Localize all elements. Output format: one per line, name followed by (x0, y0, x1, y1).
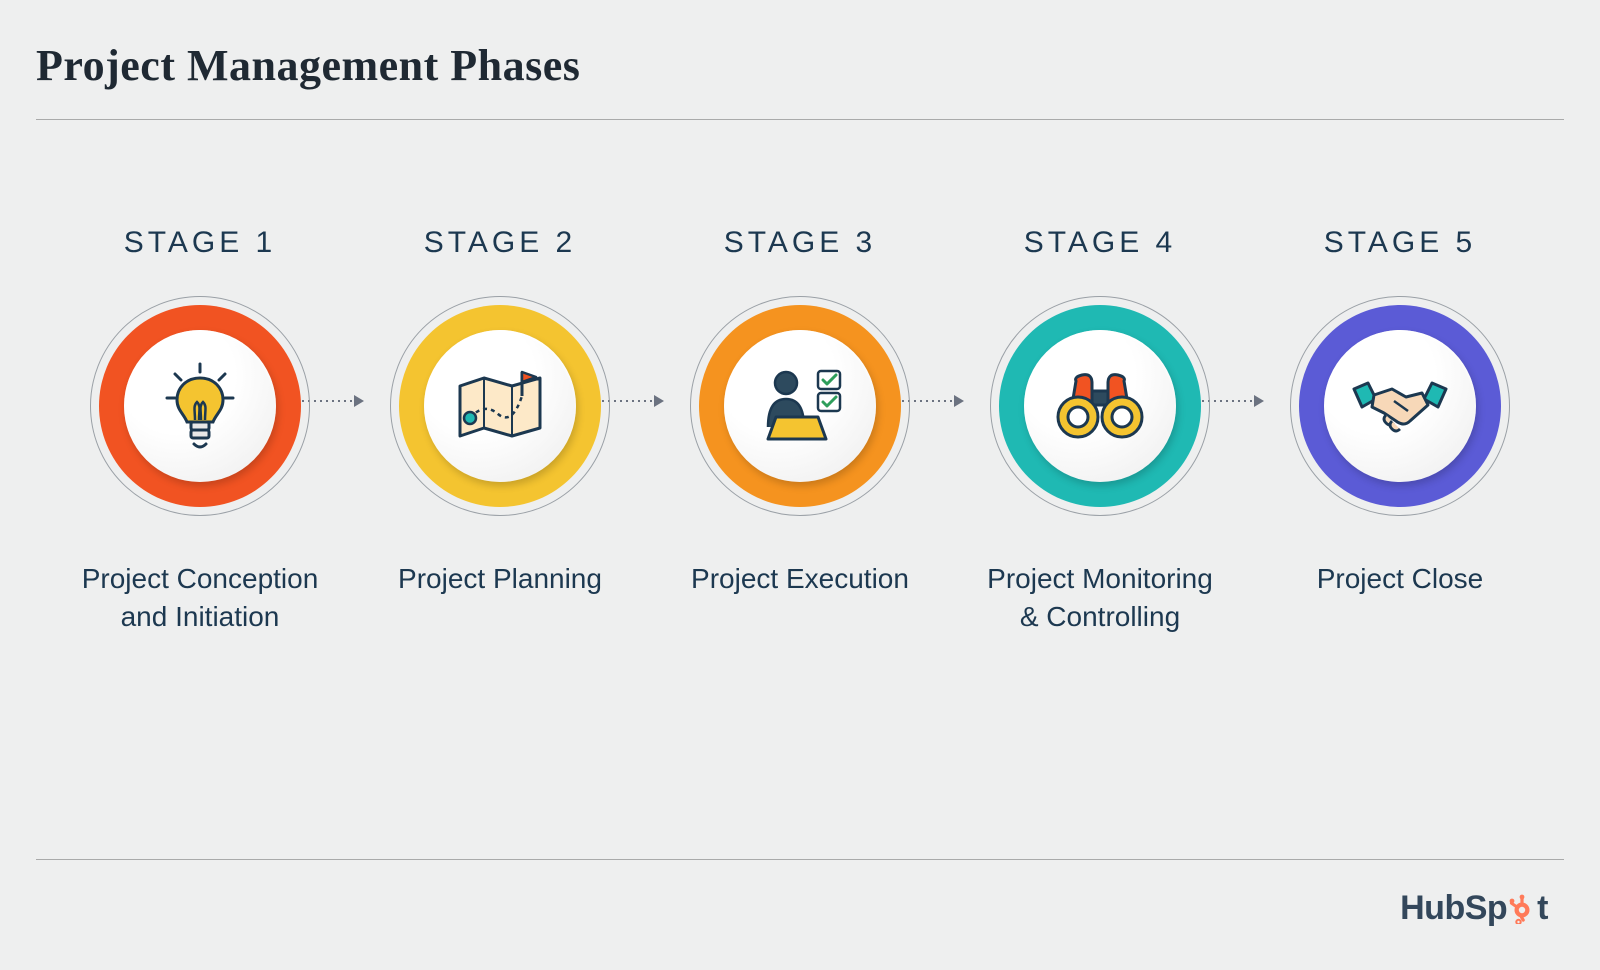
stage-5: STAGE 5 (1250, 226, 1550, 636)
stage-1: STAGE 1 (50, 226, 350, 636)
brand-text-before: HubSp (1400, 889, 1507, 928)
circle-ring (99, 305, 301, 507)
person-laptop-checklist-icon (750, 365, 850, 447)
handshake-icon (1350, 375, 1450, 437)
circle-outer (390, 296, 610, 516)
brand-logo: HubSp t (1400, 889, 1548, 928)
circle-ring (699, 305, 901, 507)
stage-label: STAGE 3 (724, 226, 876, 260)
stage-label: STAGE 2 (424, 226, 576, 260)
circle-ring (999, 305, 1201, 507)
circle-inner (124, 330, 276, 482)
stage-caption: Project Conception and Initiation (80, 560, 320, 636)
circle-inner (1024, 330, 1176, 482)
circle-inner (724, 330, 876, 482)
circle-outer (990, 296, 1210, 516)
stage-2: STAGE 2 (350, 226, 650, 636)
stage-caption: Project Close (1317, 560, 1484, 598)
circle-ring (399, 305, 601, 507)
page-title: Project Management Phases (36, 40, 1564, 91)
stage-caption: Project Execution (691, 560, 909, 598)
brand-text-after: t (1537, 889, 1548, 928)
circle-inner (424, 330, 576, 482)
lightbulb-icon (161, 362, 239, 450)
stage-label: STAGE 4 (1024, 226, 1176, 260)
stages-row: STAGE 1 (0, 226, 1600, 636)
stage-4: STAGE 4 (950, 226, 1250, 636)
stage-label: STAGE 5 (1324, 226, 1476, 260)
stage-label: STAGE 1 (124, 226, 276, 260)
top-rule (36, 119, 1564, 120)
circle-inner (1324, 330, 1476, 482)
infographic-canvas: Project Management Phases STAGE 1 (0, 0, 1600, 970)
circle-outer (90, 296, 310, 516)
circle-outer (690, 296, 910, 516)
sprocket-icon (1509, 894, 1535, 924)
binoculars-icon (1052, 371, 1148, 441)
stage-3: STAGE 3 (650, 226, 950, 636)
map-route-icon (454, 366, 546, 446)
stage-caption: Project Monitoring & Controlling (980, 560, 1220, 636)
stage-caption: Project Planning (398, 560, 602, 598)
circle-outer (1290, 296, 1510, 516)
bottom-rule (36, 859, 1564, 860)
circle-ring (1299, 305, 1501, 507)
